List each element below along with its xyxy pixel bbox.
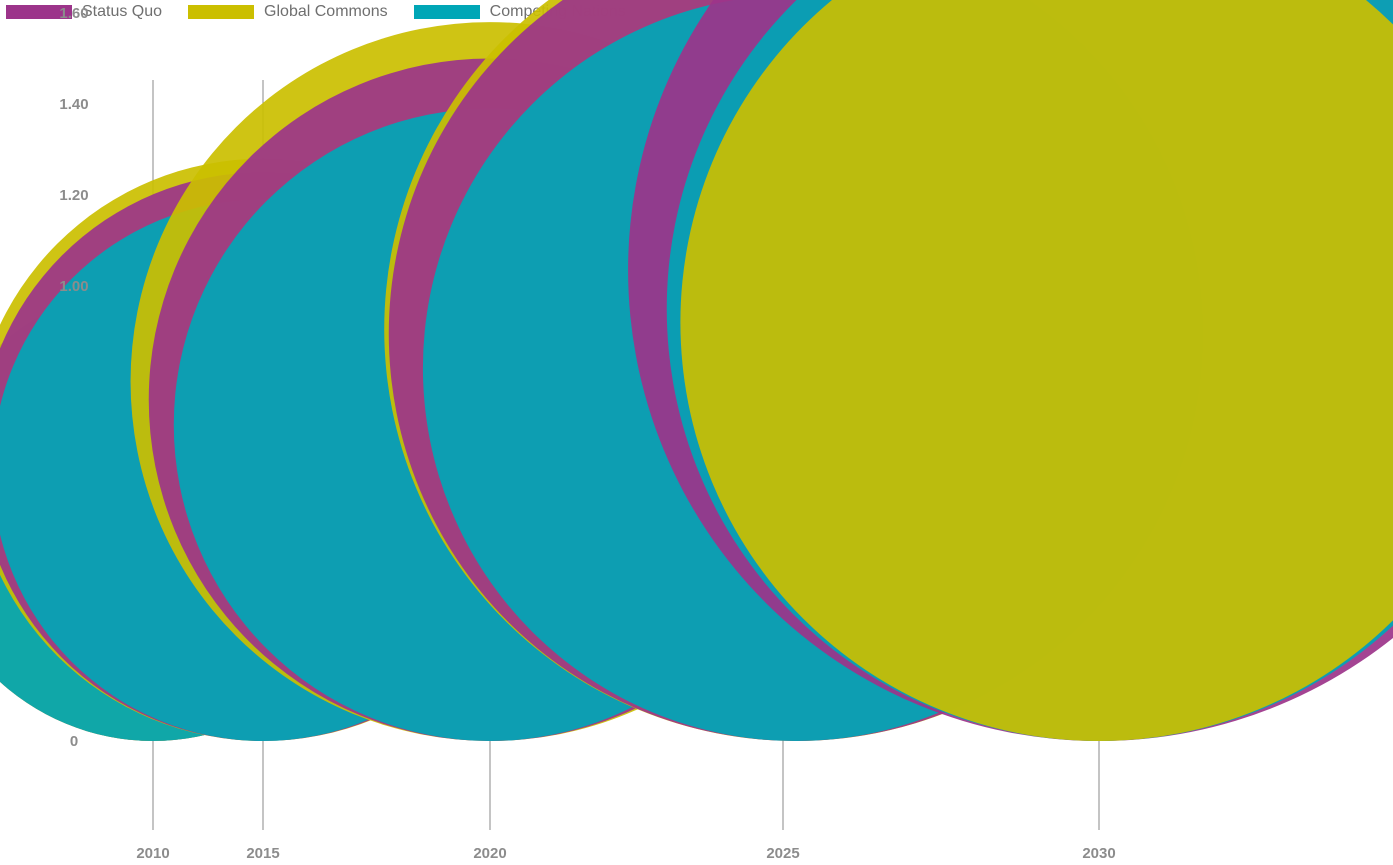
legend-swatch-competing-nations xyxy=(413,5,480,19)
x-tick-label: 2010 xyxy=(136,845,169,862)
y-tick-label: 1.20 xyxy=(59,187,88,204)
legend-label-global-commons: Global Commons xyxy=(264,3,388,20)
bubble-global-commons-2030 xyxy=(680,0,1393,741)
x-tick-label: 2020 xyxy=(473,845,506,862)
x-tick-label: 2030 xyxy=(1082,845,1115,862)
legend-item-status-quo: Status Quo xyxy=(6,3,162,21)
legend-item-global-commons: Global Commons xyxy=(188,3,388,21)
x-tick-label: 2015 xyxy=(246,845,279,862)
bubbles xyxy=(0,0,1393,741)
legend-swatch-global-commons xyxy=(188,5,255,19)
y-axis: 2.202.001.801.601.401.201.000 xyxy=(59,5,88,750)
y-tick-label: 1.40 xyxy=(59,96,88,113)
x-tick-label: 2025 xyxy=(766,845,799,862)
x-axis: 2010 2015 2020 2025 2030 xyxy=(136,845,1115,862)
legend-label-status-quo: Status Quo xyxy=(82,3,163,20)
y-tick-label: 1.60 xyxy=(59,5,88,22)
y-tick-label: 0 xyxy=(70,733,78,750)
legend-swatch-status-quo xyxy=(6,5,72,19)
y-tick-label: 1.00 xyxy=(59,278,88,295)
